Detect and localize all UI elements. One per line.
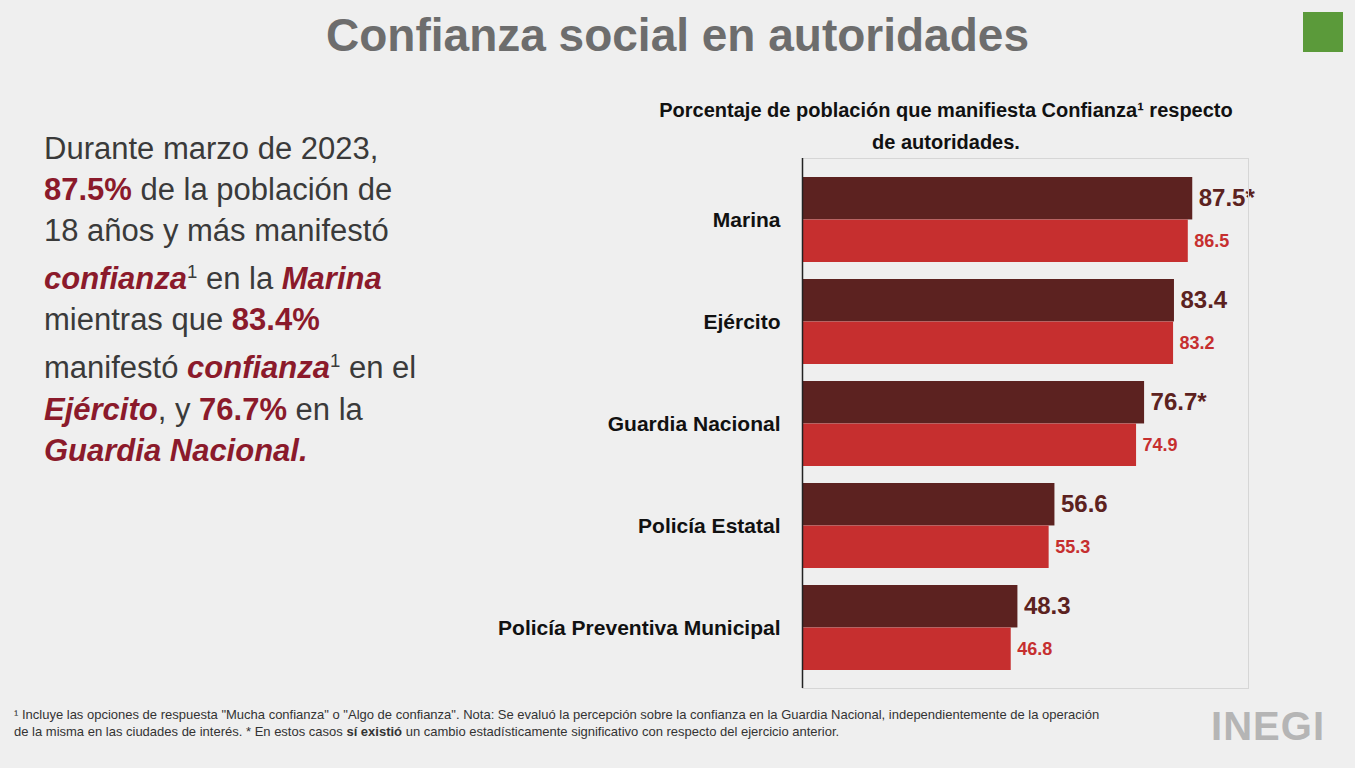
svg-text:Policía Preventiva Municipal: Policía Preventiva Municipal xyxy=(498,616,780,639)
svg-text:83.2: 83.2 xyxy=(1180,333,1215,353)
html-text:manifestó confianza1en el: manifestó confianza1en el xyxy=(44,350,417,386)
svg-text:Ejército: Ejército xyxy=(703,310,780,333)
html-text:mientras que 83.4%: mientras que 83.4% xyxy=(44,302,320,338)
svg-text:87.5*: 87.5* xyxy=(1199,184,1256,211)
svg-text:Marina: Marina xyxy=(713,208,781,231)
svg-text:55.3: 55.3 xyxy=(1055,537,1090,557)
svg-text:Policía Estatal: Policía Estatal xyxy=(638,514,780,537)
html-text:87.5% de la población de 18 añ: 87.5% de la población de 18 años y más m… xyxy=(44,172,393,248)
svg-text:Guardia Nacional: Guardia Nacional xyxy=(608,412,781,435)
svg-text:48.3: 48.3 xyxy=(1024,592,1071,619)
html-text:confianza1en la Marina: confianza1en la Marina xyxy=(44,261,382,297)
html-text:Durante marzo de 2023,: Durante marzo de 2023, xyxy=(44,131,379,166)
svg-text:83.4: 83.4 xyxy=(1180,286,1227,313)
svg-text:56.6: 56.6 xyxy=(1061,490,1108,517)
svg-text:86.5: 86.5 xyxy=(1194,231,1229,251)
html-text:Guardia Nacional.: Guardia Nacional. xyxy=(44,432,308,468)
html-text:Porcentaje de población que ma: Porcentaje de población que manifiesta C… xyxy=(659,99,1233,153)
html-text:Confianza social en autoridade: Confianza social en autoridades xyxy=(326,9,1029,61)
html-text:Ejército, y 76.7% en la: Ejército, y 76.7% en la xyxy=(44,391,363,427)
html-text:¹ Incluye las opciones de resp: ¹ Incluye las opciones de respuesta "Muc… xyxy=(14,707,1100,739)
html-text:INEGI: INEGI xyxy=(1211,704,1325,748)
svg-text:46.8: 46.8 xyxy=(1017,639,1052,659)
svg-text:76.7*: 76.7* xyxy=(1151,388,1208,415)
svg-text:74.9: 74.9 xyxy=(1143,435,1178,455)
